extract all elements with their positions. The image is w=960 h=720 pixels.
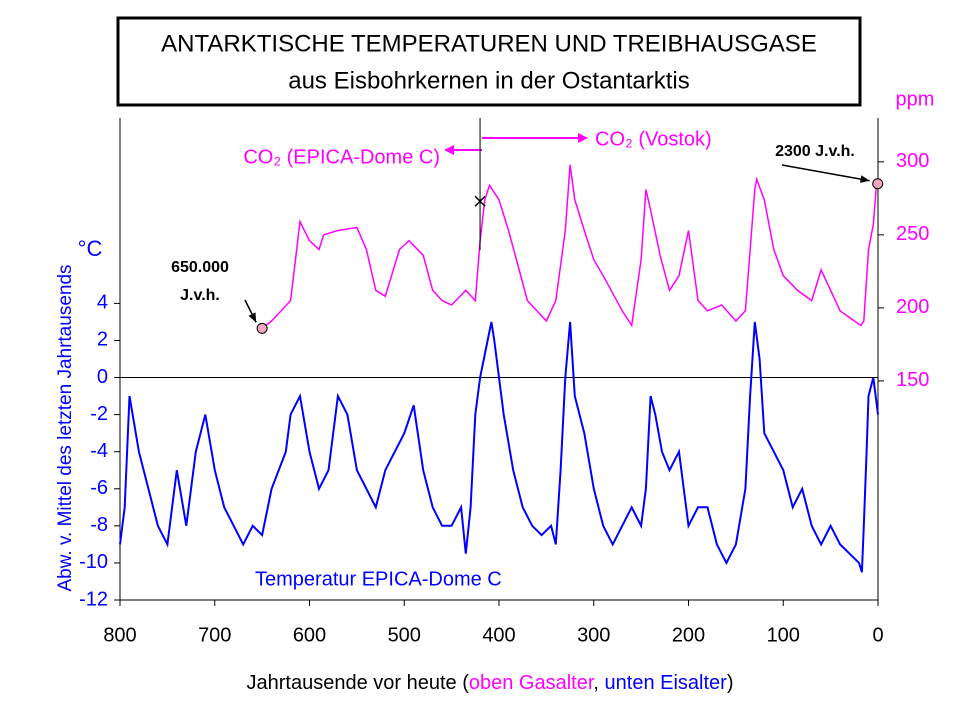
x-tick-label: 600: [293, 624, 326, 646]
x-axis-label-part: Jahrtausende vor heute (: [247, 672, 470, 694]
y-tick-label: -8: [90, 514, 108, 536]
series-label: CO₂ (EPICA-Dome C): [243, 146, 440, 168]
series-label: Temperatur EPICA-Dome C: [255, 568, 502, 590]
x-tick-label: 500: [388, 624, 421, 646]
marker-label: 2300 J.v.h.: [775, 143, 855, 160]
y-tick-label: -2: [90, 403, 108, 425]
x-axis-label-part: ): [727, 672, 734, 694]
marker: [872, 178, 884, 190]
y2-unit: ppm: [896, 88, 935, 110]
x-tick-label: 700: [198, 624, 231, 646]
y-tick-label: -4: [90, 440, 108, 462]
x-axis-label: Jahrtausende vor heute (oben Gasalter, u…: [247, 672, 734, 694]
y-tick-label: -6: [90, 477, 108, 499]
y-tick-label: 4: [97, 292, 108, 314]
y-axis-label: Abw. v. Mittel des letzten Jahrtausends: [55, 264, 76, 591]
marker-arrow: [781, 164, 870, 182]
y2-tick-label: 200: [896, 296, 929, 318]
chart-title: ANTARKTISCHE TEMPERATUREN UND TREIBHAUSG…: [161, 30, 817, 57]
x-tick-label: 200: [672, 624, 705, 646]
chart-subtitle: aus Eisbohrkernen in der Ostantarktis: [288, 67, 690, 94]
x-tick-label: 400: [482, 624, 515, 646]
arrow-head: [444, 145, 454, 155]
series-line: [261, 164, 879, 329]
marker: [256, 322, 268, 334]
x-tick-label: 300: [577, 624, 610, 646]
arrow-head: [578, 133, 588, 143]
y-tick-label: -10: [79, 551, 108, 573]
y-tick-label: -12: [79, 588, 108, 610]
annotation: CO₂ (Vostok): [595, 128, 712, 150]
marker-label: 650.000: [171, 259, 229, 276]
x-axis-label-part: unten Eisalter: [605, 672, 728, 694]
x-tick-label: 0: [872, 624, 883, 646]
x-axis-label-part: ,: [593, 672, 604, 694]
marker-arrow-head: [859, 175, 870, 183]
x-axis-label-part: oben Gasalter: [469, 672, 595, 694]
x-tick-label: 800: [103, 624, 136, 646]
x-tick-label: 100: [767, 624, 800, 646]
y2-tick-label: 250: [896, 223, 929, 245]
arrows: [444, 133, 588, 155]
marker-label: J.v.h.: [180, 287, 220, 304]
title-box: [116, 16, 862, 107]
y-tick-label: 0: [97, 366, 108, 388]
marker-arrow-head: [248, 312, 257, 323]
series-line: [119, 321, 879, 573]
boundary-cross: [474, 195, 486, 207]
y-tick-label: 2: [97, 329, 108, 351]
y2-tick-label: 300: [896, 150, 929, 172]
y2-tick-label: 150: [896, 369, 929, 391]
y-unit: °C: [78, 236, 103, 261]
